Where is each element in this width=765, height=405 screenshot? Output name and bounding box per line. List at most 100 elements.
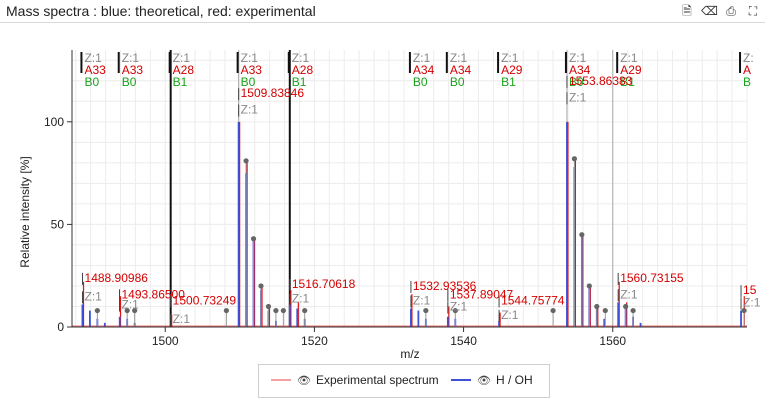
matched-peak-dot	[586, 283, 592, 289]
matched-peak-dot	[265, 303, 272, 310]
matched-peak-dot	[302, 307, 308, 314]
experimental-series	[72, 121, 747, 327]
series-label: B0	[122, 75, 137, 89]
matched-peak-dot	[623, 303, 629, 310]
series-label: B1	[620, 75, 635, 89]
peak-charge-label: Z:1	[241, 103, 259, 117]
series-label: B0	[450, 75, 465, 89]
peak-mz-label: 1553.86383	[569, 74, 633, 88]
print-icon[interactable]: ⎙	[726, 4, 736, 18]
ion-label: A34	[450, 63, 472, 77]
peak-charge-label: Z:1	[85, 289, 103, 303]
eye-icon[interactable]: 👁	[297, 374, 311, 387]
matched-peak-markers	[94, 156, 747, 327]
legend-swatch	[271, 379, 291, 381]
matched-peak-dot	[273, 307, 279, 314]
charge-label: Z:1	[413, 51, 431, 65]
ion-label: A33	[84, 63, 106, 77]
peak-mz-label: 1537.89047	[450, 287, 514, 301]
matched-peak-dot	[550, 307, 556, 314]
peak-charge-label: Z:1	[173, 312, 191, 326]
matched-peak-dot	[741, 307, 747, 314]
charge-label: Z:1	[620, 51, 638, 65]
matched-peak-dot	[243, 158, 249, 164]
series-label: B	[743, 75, 751, 89]
x-tick-label: 1500	[152, 334, 179, 348]
matched-peak-dot	[124, 307, 130, 314]
series-label: B1	[173, 75, 188, 89]
peak-mz-label: 1488.90986	[85, 271, 149, 285]
peak-mz-label: 1560.73155	[620, 271, 684, 285]
peak-mz-label: 15	[743, 283, 757, 297]
legend-swatch	[451, 379, 471, 381]
matched-peak-dot	[571, 156, 578, 162]
charge-label: Z:1	[241, 51, 259, 65]
matched-peak-dot	[223, 307, 229, 314]
x-tick-label: 1540	[450, 334, 477, 348]
charge-label: Z:	[743, 51, 754, 65]
charge-label: Z:1	[122, 51, 140, 65]
annotations: Z:1A33B0Z:1A33B0Z:1A28B1Z:1A33B0Z:1A28B1…	[80, 51, 761, 326]
peak-charge-label: Z:1	[122, 298, 140, 312]
y-tick-label: 0	[57, 320, 64, 334]
ion-label: A29	[620, 63, 642, 77]
matched-peak-dot	[280, 307, 286, 314]
series-label: B0	[84, 75, 99, 89]
chart-header: Mass spectra : blue: theoretical, red: e…	[0, 0, 765, 23]
y-tick-label: 50	[51, 217, 65, 231]
ion-label: A	[743, 63, 751, 77]
x-tick-label: 1520	[301, 334, 328, 348]
matched-peak-dot	[94, 307, 100, 314]
peak-mz-label: 1509.83846	[241, 86, 305, 100]
charge-label: Z:1	[84, 51, 102, 65]
peak-charge-label: Z:1	[450, 300, 468, 314]
charge-label: Z:1	[450, 51, 468, 65]
matched-peak-dot	[594, 303, 600, 310]
charge-label: Z:1	[569, 51, 587, 65]
charge-label: Z:1	[292, 51, 310, 65]
ion-label: A28	[292, 63, 314, 77]
series-label: B1	[292, 75, 307, 89]
matched-peak-dot	[602, 307, 608, 314]
ion-label: A29	[501, 63, 523, 77]
fullscreen-icon[interactable]: ⛶	[748, 4, 758, 18]
matched-peak-dot	[423, 307, 429, 314]
peak-charge-label: Z:1	[743, 295, 761, 309]
matched-peak-dot	[630, 307, 636, 314]
x-axis-label: m/z	[400, 347, 419, 361]
eraser-icon[interactable]: ⌫	[701, 4, 718, 18]
eye-icon[interactable]: 👁	[477, 374, 491, 387]
peak-mz-label: 1500.73249	[173, 293, 237, 307]
y-tick-label: 100	[44, 115, 64, 129]
series-label: B0	[413, 75, 428, 89]
ion-label: A34	[413, 63, 435, 77]
charge-label: Z:1	[173, 51, 191, 65]
chart-legend: 👁 Experimental spectrum 👁 H / OH	[258, 364, 550, 398]
legend-label: H / OH	[495, 373, 533, 387]
peak-charge-label: Z:1	[569, 90, 587, 104]
y-axis-label: Relative intensity [%]	[18, 156, 32, 267]
assignment-lines	[169, 50, 614, 327]
legend-label: Experimental spectrum	[315, 373, 439, 387]
grid-lines	[72, 50, 748, 328]
x-tick-label: 1560	[599, 334, 626, 348]
matched-peak-dot	[258, 283, 264, 289]
peak-mz-label: 1544.75774	[501, 293, 565, 307]
legend-item-h-oh[interactable]: 👁 H / OH	[451, 373, 533, 387]
peak-charge-label: Z:1	[292, 291, 310, 305]
export-icon[interactable]: 🗎	[682, 4, 692, 18]
ion-label: A28	[173, 63, 195, 77]
legend-item-experimental[interactable]: 👁 Experimental spectrum	[271, 373, 439, 387]
matched-peak-dot	[579, 232, 585, 238]
series-label: B0	[569, 75, 584, 89]
ion-label: A34	[569, 63, 591, 77]
chart-toolbar: 🗎 ⌫ ⎙ ⛶	[679, 3, 761, 19]
matched-peak-dot	[452, 307, 458, 314]
ion-label: A33	[122, 63, 144, 77]
peak-charge-label: Z:1	[620, 287, 638, 301]
matched-peak-dot	[250, 236, 257, 242]
axes: 0 50 100 1500 1520 1540 1560	[44, 50, 747, 348]
peak-charge-label: Z:1	[413, 293, 431, 307]
peak-mz-label: 1493.86500	[122, 287, 186, 301]
